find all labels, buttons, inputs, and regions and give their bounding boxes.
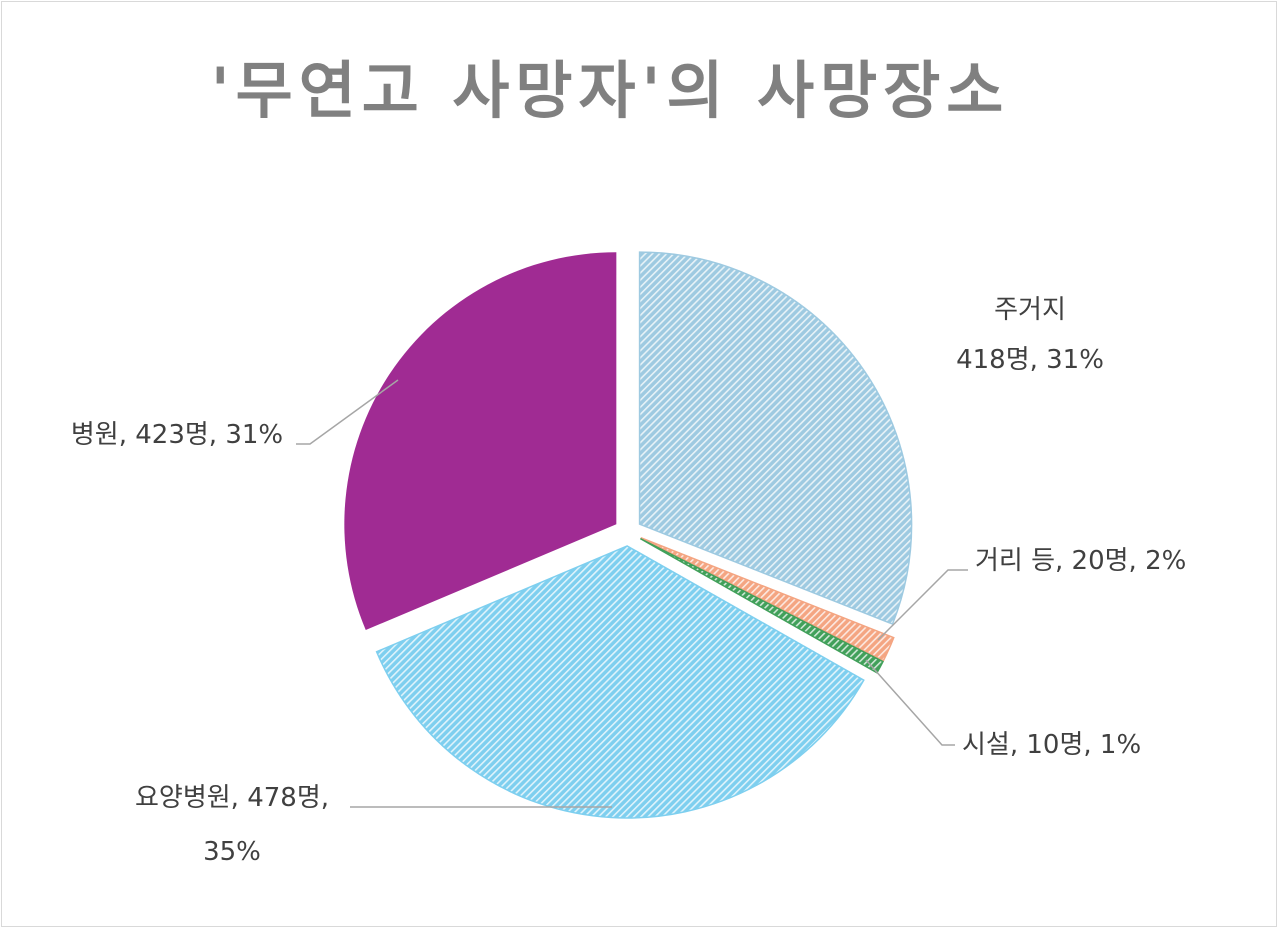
pie-slices: [344, 251, 913, 819]
leader-line-1: [877, 569, 968, 641]
data-label-4-0: 병원, 423명, 31%: [71, 420, 283, 450]
data-labels: 주거지 418명, 31% 거리 등, 20명, 2% 시설, 10명, 1% 요양병원…: [71, 295, 1186, 867]
leader-line-4: [296, 379, 399, 445]
data-label-3-0: 요양병원, 478명,: [135, 783, 329, 813]
data-label-0-1: 418명, 31%: [956, 345, 1104, 375]
leader-lines: [296, 379, 968, 808]
chart-title: '무연고 사망자'의 사망장소: [210, 54, 1010, 127]
data-label-1-0: 거리 등, 20명, 2%: [975, 546, 1186, 576]
pie-slice-3: [375, 545, 865, 819]
leader-line-2: [865, 659, 955, 746]
data-label-3-1: 35%: [203, 837, 261, 867]
pie-slice-4: [344, 252, 617, 631]
data-label-0-0: 주거지: [994, 295, 1066, 325]
pie-slice-1: [640, 537, 895, 662]
pie-slice-0: [638, 251, 913, 626]
data-label-2-0: 시설, 10명, 1%: [962, 730, 1141, 760]
